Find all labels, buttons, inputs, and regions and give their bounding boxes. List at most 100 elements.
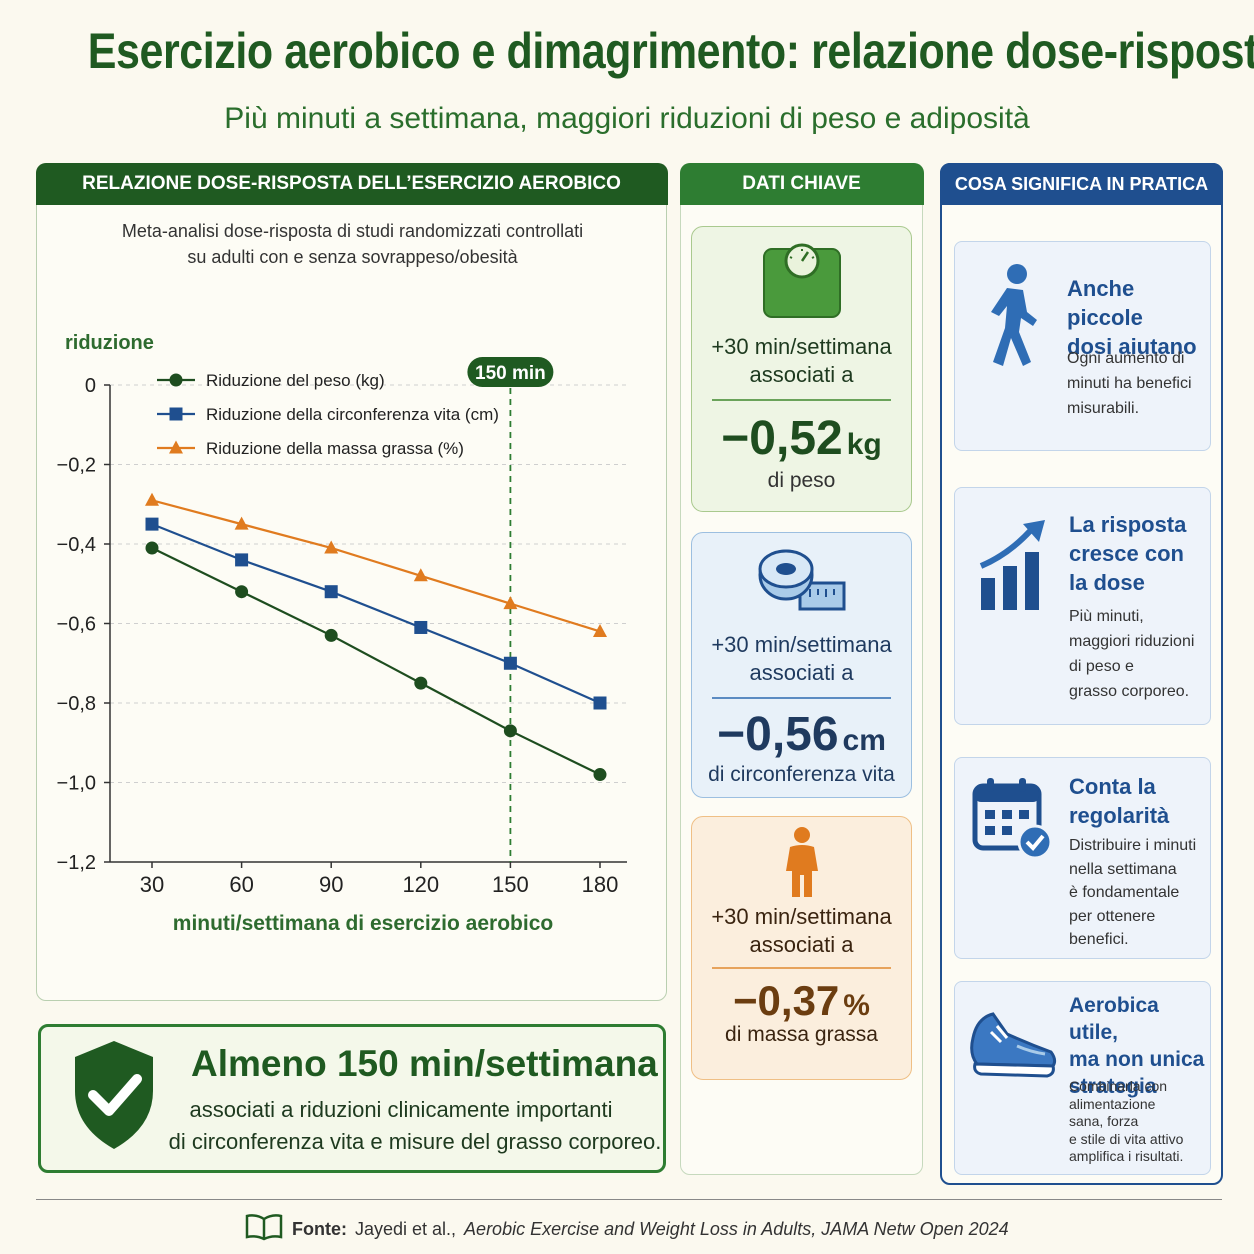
key-card-weight-desc: di peso (767, 469, 836, 492)
title-line: dosi aiutano (1067, 334, 1197, 359)
y-axis-label: riduzione (65, 332, 154, 354)
book-icon (244, 1213, 284, 1246)
data-point (413, 568, 428, 582)
practice-card-text: Distribuire i minuti nella settimana è f… (1069, 834, 1196, 952)
chart-panel: RELAZIONE DOSE-RISPOSTA DELL’ESERCIZIO A… (35, 162, 668, 1001)
practice-card-title: La risposta cresce con la dose (1069, 510, 1186, 597)
key-card-weight-value: −0,52 kg (692, 413, 911, 471)
key-card-weight-line1: +30 min/settimana (711, 334, 892, 359)
summary-box: Almeno 150 min/settimana associati a rid… (38, 1024, 666, 1173)
legend-label: Riduzione della massa grassa (%) (206, 439, 464, 458)
y-tick-label: −0,4 (57, 534, 96, 556)
practice-card-text: Ogni aumento di minuti ha benefici misur… (1067, 346, 1192, 421)
data-point (145, 541, 159, 555)
text-line: Più minuti, (1069, 608, 1144, 625)
series-line (151, 523, 601, 705)
calendar-check-icon (971, 776, 1055, 865)
data-point (145, 492, 159, 506)
page-title: Esercizio aerobico e dimagrimento: relaz… (87, 23, 1254, 79)
x-tick-label: 150 (492, 872, 529, 897)
data-point (235, 585, 249, 599)
key-card-weight-line2: associati a (749, 362, 854, 387)
data-point (593, 696, 607, 710)
practice-panel: COSA SIGNIFICA IN PRATICA Anche piccole … (940, 163, 1223, 1185)
x-tick-label: 60 (229, 872, 253, 897)
walking-person-icon (977, 262, 1041, 379)
key-card-weight: +30 min/settimana associati a −0,52 kg di… (691, 226, 912, 512)
legend-label: Riduzione della circonferenza vita (cm) (206, 405, 499, 424)
footer-divider (36, 1199, 1222, 1200)
shield-check-icon (71, 1039, 157, 1156)
title-line: Anche piccole (1067, 276, 1143, 330)
data-point (235, 553, 249, 567)
data-point (324, 585, 338, 599)
data-point (145, 517, 159, 531)
title-line: La risposta (1069, 512, 1187, 537)
text-line: Distribuire i minuti (1069, 837, 1197, 854)
x-axis-label: minuti/settimana di esercizio aerobico (173, 912, 553, 935)
summary-line1: associati a riduzioni clinicamente impor… (189, 1097, 613, 1122)
text-line: benefici. (1069, 931, 1129, 948)
key-card-waist: +30 min/settimana associati a −0,56 cm di… (691, 532, 912, 798)
tape-measure-icon (756, 547, 848, 622)
key-card-waist-value: −0,56 cm (692, 709, 911, 767)
source-citation-text: Aerobic Exercise and Weight Loss in Adul… (464, 1218, 1009, 1239)
body-icon (780, 825, 824, 904)
text-line: per ottenere (1069, 907, 1156, 925)
text-line: maggiori riduzioni (1069, 633, 1195, 650)
key-data-panel: DATI CHIAVE +30 min/settimana associati … (679, 162, 924, 1175)
practice-panel-header: COSA SIGNIFICA IN PRATICA (940, 163, 1223, 205)
annotation-badge (467, 357, 554, 387)
title-line: Aerobica utile, (1069, 994, 1159, 1044)
key-card-fat-value: −0,37% (692, 975, 911, 1032)
key-card-waist-line1: +30 min/settimana (711, 632, 892, 657)
y-tick-label: −1,2 (57, 852, 96, 874)
dose-response-chart: 0 −0,2 −0,4 −0,6 −0,8 −1,0 −1,2 30 60 90 120 150 180… (57, 332, 627, 935)
practice-card-strategy: Aerobica utile, ma non unica strategia C… (954, 981, 1211, 1175)
x-tick-label: 120 (402, 872, 439, 897)
value-unit: % (843, 989, 870, 1022)
data-point (503, 596, 518, 610)
legend-marker (169, 440, 183, 454)
practice-card-text: Combinarla con alimentazione sana, forza… (1069, 1078, 1183, 1166)
text-line: alimentazione (1069, 1095, 1156, 1112)
data-point (503, 724, 517, 738)
scale-icon (762, 241, 842, 324)
text-line: nella settimana (1069, 860, 1177, 878)
title-line: regolarità (1069, 803, 1170, 828)
legend-marker (169, 373, 183, 387)
page-subtitle: Più minuti a settimana, maggiori riduzio… (224, 102, 1030, 135)
practice-card-text: Più minuti, maggiori riduzioni di peso e… (1069, 604, 1194, 704)
series-line (151, 546, 601, 776)
source-label: Fonte: (292, 1218, 347, 1239)
data-point (324, 540, 339, 554)
value-unit: cm (842, 724, 886, 757)
practice-card-regularity: Conta la regolarità Distribuire i minuti… (954, 757, 1211, 959)
y-tick-label: −0,2 (57, 455, 96, 477)
data-point (324, 628, 338, 642)
key-card-fat-line1: +30 min/settimana (711, 904, 892, 929)
legend-label: Riduzione del peso (kg) (206, 371, 385, 390)
x-tick-label: 30 (140, 872, 164, 897)
practice-card-dose-response: La risposta cresce con la dose Più minut… (954, 487, 1211, 725)
legend-marker (169, 407, 183, 421)
text-line: è fondamentale (1069, 884, 1180, 901)
key-card-fat: +30 min/settimana associati a −0,37% di … (691, 816, 912, 1080)
text-line: sana, forza (1069, 1113, 1139, 1129)
y-tick-label: −0,8 (57, 693, 96, 715)
key-card-waist-desc: di circonferenza vita (708, 763, 895, 786)
source-citation: Fonte: Jayedi et al., Aerobic Exercise a… (244, 1213, 1009, 1246)
x-tick-label: 180 (582, 872, 619, 897)
chart-description-line2: su adulti con e senza sovrappeso/obesità (187, 247, 518, 267)
text-line: amplifica i risultati. (1069, 1148, 1184, 1164)
chart-description-line1: Meta-analisi dose-risposta di studi rand… (121, 221, 584, 241)
title-line: cresce con (1069, 541, 1184, 566)
y-tick-label: −0,6 (57, 614, 96, 636)
data-point (593, 623, 607, 637)
text-line: di peso e (1069, 658, 1134, 675)
key-card-fat-line2: associati a (749, 932, 854, 957)
divider (712, 399, 891, 401)
practice-card-title: Anche piccole dosi aiutano (1067, 274, 1210, 361)
y-tick-label: −1,0 (57, 773, 96, 795)
y-tick-label: 0 (85, 375, 96, 397)
